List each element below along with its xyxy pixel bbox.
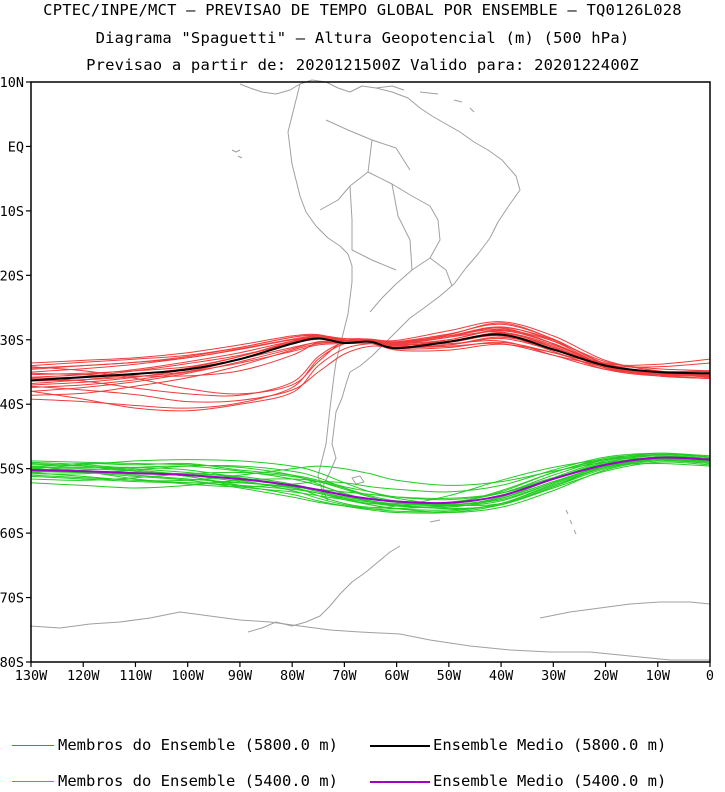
member-5800-line-13 <box>30 338 711 395</box>
chart-title-line-1: CPTEC/INPE/MCT — PREVISAO DE TEMPO GLOBA… <box>43 1 682 19</box>
legend-swatch-members-5400 <box>12 781 54 782</box>
member-5400-line-9 <box>30 460 711 514</box>
legend-swatch-members-5800 <box>12 745 54 746</box>
sub-antarctic-islands <box>565 509 577 535</box>
contour-lines-layer <box>30 321 711 514</box>
legend-label-members-5400: Membros do Ensemble (5400.0 m) <box>58 772 338 790</box>
caribbean-islands <box>375 85 475 113</box>
mean-5800-line <box>30 333 711 382</box>
central-america-coastline <box>239 83 301 95</box>
legend-label-mean-5400: Ensemble Medio (5400.0 m) <box>433 772 667 790</box>
chart-title-line-3: Previsao a partir de: 2020121500Z Valido… <box>86 56 639 74</box>
member-5400-line-16 <box>30 459 711 486</box>
lat-tick-label: 70S <box>0 591 24 607</box>
lon-tick-label: 0 <box>706 668 714 684</box>
lat-tick-label: 10S <box>0 204 24 220</box>
lon-tick-label: 100W <box>171 668 204 684</box>
member-5400-line-19 <box>30 453 711 508</box>
legend-label-members-5800: Membros do Ensemble (5800.0 m) <box>58 736 338 754</box>
member-5800-line-9 <box>30 327 711 382</box>
legend-label-mean-5800: Ensemble Medio (5800.0 m) <box>433 736 667 754</box>
antarctica-coastline <box>29 611 710 661</box>
lon-tick-label: 120W <box>67 668 100 684</box>
lat-tick-label: 80S <box>0 655 24 671</box>
lon-tick-label: 40W <box>489 668 514 684</box>
member-5400-line-15 <box>31 457 711 509</box>
lat-tick-label: 10N <box>0 75 24 91</box>
antarctica-ice-shelf <box>539 601 711 619</box>
lat-tick-label: 50S <box>0 462 24 478</box>
lon-tick-label: 110W <box>119 668 152 684</box>
legend-swatch-mean-5800 <box>370 745 430 747</box>
antarctic-peninsula <box>247 545 401 633</box>
lon-tick-label: 80W <box>280 668 305 684</box>
south-georgia <box>429 519 441 523</box>
lon-tick-label: 90W <box>228 668 253 684</box>
lat-tick-label: 60S <box>0 526 24 542</box>
lon-tick-label: 60W <box>384 668 409 684</box>
lon-tick-label: 70W <box>332 668 357 684</box>
galapagos-islands <box>231 149 243 159</box>
lon-tick-label: 30W <box>541 668 566 684</box>
chart-title-line-2: Diagrama "Spaguetti" — Altura Geopotenci… <box>95 29 630 47</box>
member-5800-line-20 <box>30 326 711 377</box>
coastline-layer <box>29 79 711 661</box>
country-borders <box>319 119 453 313</box>
lon-tick-label: 10W <box>646 668 671 684</box>
lon-tick-label: 50W <box>437 668 462 684</box>
lat-tick-label: 20S <box>0 268 24 284</box>
lat-tick-label: 40S <box>0 397 24 413</box>
falkland-islands <box>351 475 365 485</box>
lon-tick-label: 20W <box>593 668 618 684</box>
legend-swatch-mean-5400 <box>370 781 430 783</box>
map-frame <box>30 81 711 663</box>
lon-tick-label: 130W <box>15 668 48 684</box>
member-5400-line-20 <box>30 459 711 506</box>
lat-tick-label: EQ <box>8 139 24 155</box>
mean-5400-line <box>30 456 711 505</box>
member-5400-line-18 <box>30 453 711 510</box>
lat-tick-label: 30S <box>0 333 24 349</box>
south-america-coastline <box>287 79 521 501</box>
